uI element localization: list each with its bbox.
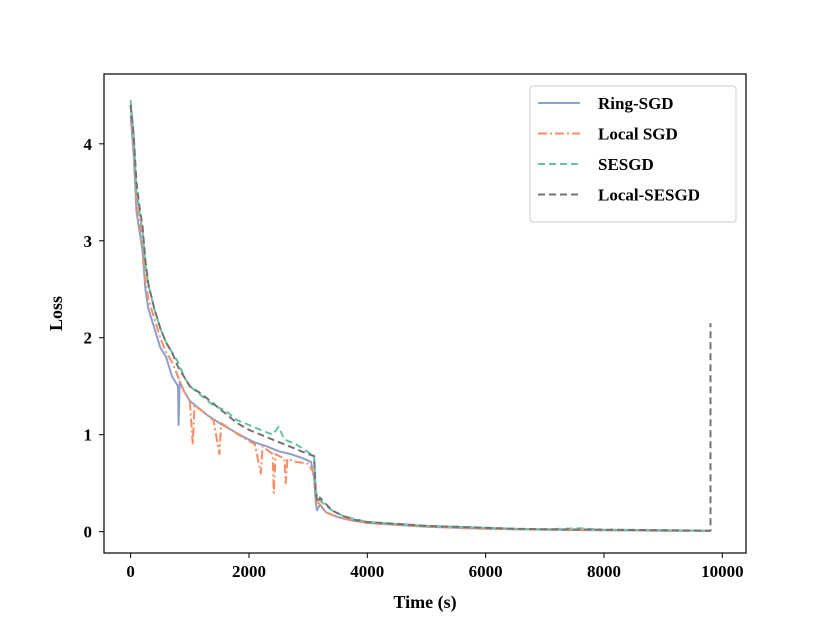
y-tick-label: 0 bbox=[84, 523, 93, 542]
x-tick-label: 8000 bbox=[587, 562, 621, 581]
axes-layer: 0 2000 4000 6000 8000 10000 0 1 2 3 4 bbox=[84, 135, 744, 581]
series-line-local-sesgd bbox=[129, 104, 712, 532]
x-tick-label: 0 bbox=[126, 562, 135, 581]
legend-box bbox=[529, 85, 737, 223]
legend-label: Ring-SGD bbox=[598, 94, 674, 113]
legend: Ring-SGD Local SGD SESGD Local-SESGD bbox=[529, 85, 737, 223]
y-tick-label: 4 bbox=[84, 135, 93, 154]
y-tick-label: 3 bbox=[84, 232, 93, 251]
y-tick-label: 2 bbox=[84, 329, 93, 348]
x-tick-label: 6000 bbox=[469, 562, 503, 581]
plot-frame bbox=[103, 73, 747, 554]
legend-label: Local-SESGD bbox=[598, 186, 700, 205]
y-tick-label: 1 bbox=[84, 426, 93, 445]
x-tick-label: 4000 bbox=[350, 562, 384, 581]
y-axis-title: Loss bbox=[46, 296, 66, 331]
x-tick-label: 10000 bbox=[701, 562, 744, 581]
x-tick-label: 2000 bbox=[232, 562, 266, 581]
x-axis-title: Time (s) bbox=[393, 592, 456, 613]
series-layer bbox=[129, 100, 712, 532]
legend-label: Local SGD bbox=[598, 125, 678, 144]
legend-label: SESGD bbox=[598, 155, 654, 174]
